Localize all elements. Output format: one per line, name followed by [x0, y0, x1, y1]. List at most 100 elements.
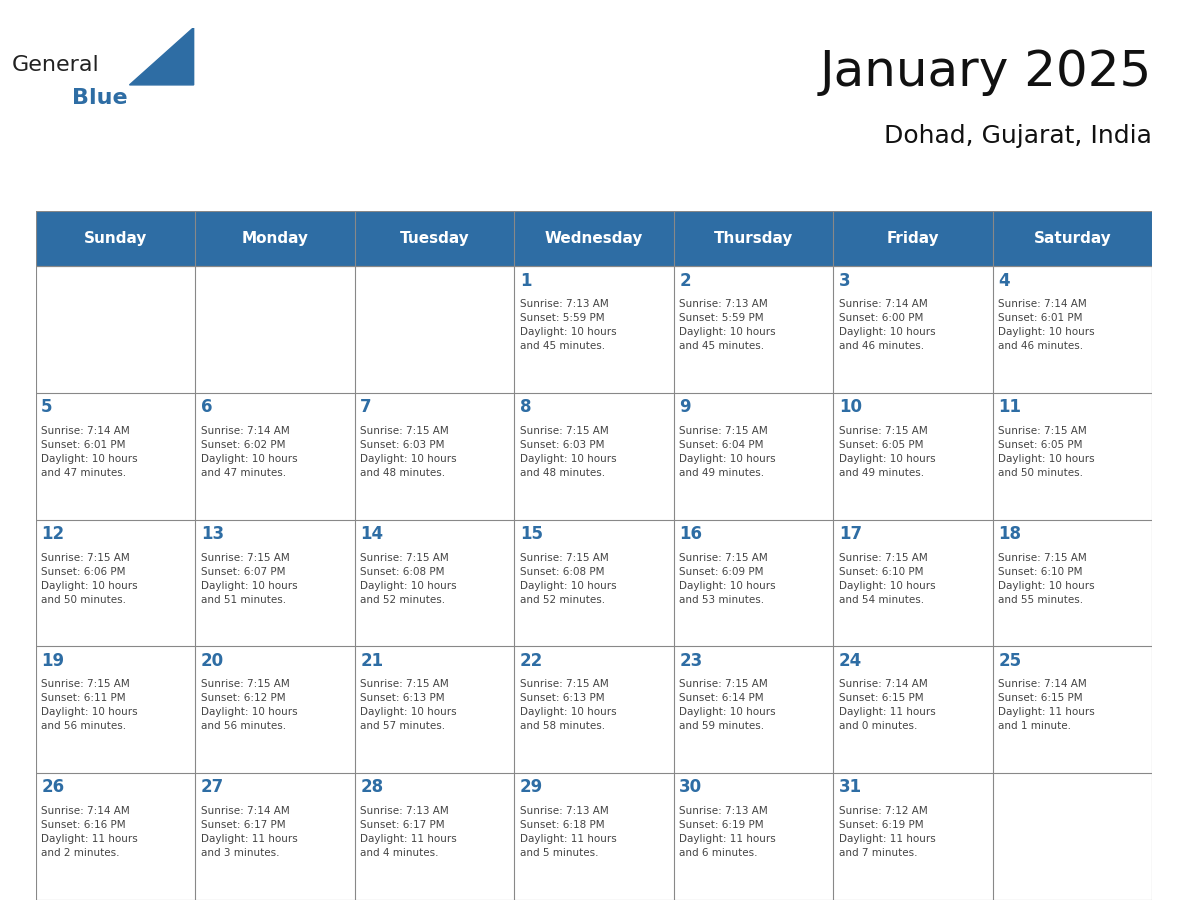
- FancyBboxPatch shape: [993, 266, 1152, 393]
- FancyBboxPatch shape: [36, 646, 195, 773]
- Text: 14: 14: [360, 525, 384, 543]
- Text: Sunrise: 7:15 AM
Sunset: 6:07 PM
Daylight: 10 hours
and 51 minutes.: Sunrise: 7:15 AM Sunset: 6:07 PM Dayligh…: [201, 553, 297, 605]
- FancyBboxPatch shape: [195, 266, 355, 393]
- Text: 9: 9: [680, 398, 691, 417]
- Text: Sunrise: 7:14 AM
Sunset: 6:01 PM
Daylight: 10 hours
and 47 minutes.: Sunrise: 7:14 AM Sunset: 6:01 PM Dayligh…: [42, 426, 138, 478]
- Text: Sunrise: 7:14 AM
Sunset: 6:02 PM
Daylight: 10 hours
and 47 minutes.: Sunrise: 7:14 AM Sunset: 6:02 PM Dayligh…: [201, 426, 297, 478]
- FancyBboxPatch shape: [195, 393, 355, 520]
- Text: 28: 28: [360, 778, 384, 797]
- FancyBboxPatch shape: [993, 393, 1152, 520]
- Text: Wednesday: Wednesday: [545, 231, 643, 246]
- Text: 17: 17: [839, 525, 862, 543]
- FancyBboxPatch shape: [195, 211, 355, 266]
- FancyBboxPatch shape: [355, 393, 514, 520]
- FancyBboxPatch shape: [195, 773, 355, 900]
- Text: Monday: Monday: [241, 231, 309, 246]
- FancyBboxPatch shape: [674, 773, 833, 900]
- Text: Sunrise: 7:15 AM
Sunset: 6:04 PM
Daylight: 10 hours
and 49 minutes.: Sunrise: 7:15 AM Sunset: 6:04 PM Dayligh…: [680, 426, 776, 478]
- Text: 18: 18: [998, 525, 1022, 543]
- FancyBboxPatch shape: [355, 520, 514, 646]
- FancyBboxPatch shape: [674, 646, 833, 773]
- Text: Sunrise: 7:14 AM
Sunset: 6:17 PM
Daylight: 11 hours
and 3 minutes.: Sunrise: 7:14 AM Sunset: 6:17 PM Dayligh…: [201, 806, 297, 858]
- Text: 8: 8: [520, 398, 531, 417]
- FancyBboxPatch shape: [355, 773, 514, 900]
- Text: Sunrise: 7:14 AM
Sunset: 6:00 PM
Daylight: 10 hours
and 46 minutes.: Sunrise: 7:14 AM Sunset: 6:00 PM Dayligh…: [839, 299, 935, 352]
- Text: Sunrise: 7:13 AM
Sunset: 5:59 PM
Daylight: 10 hours
and 45 minutes.: Sunrise: 7:13 AM Sunset: 5:59 PM Dayligh…: [680, 299, 776, 352]
- Text: Sunrise: 7:15 AM
Sunset: 6:06 PM
Daylight: 10 hours
and 50 minutes.: Sunrise: 7:15 AM Sunset: 6:06 PM Dayligh…: [42, 553, 138, 605]
- Text: 3: 3: [839, 272, 851, 290]
- Text: 10: 10: [839, 398, 861, 417]
- Text: 27: 27: [201, 778, 225, 797]
- FancyBboxPatch shape: [674, 393, 833, 520]
- Text: Sunrise: 7:14 AM
Sunset: 6:16 PM
Daylight: 11 hours
and 2 minutes.: Sunrise: 7:14 AM Sunset: 6:16 PM Dayligh…: [42, 806, 138, 858]
- Text: 1: 1: [520, 272, 531, 290]
- Text: 20: 20: [201, 652, 223, 670]
- Text: 12: 12: [42, 525, 64, 543]
- Text: 19: 19: [42, 652, 64, 670]
- Text: Sunrise: 7:12 AM
Sunset: 6:19 PM
Daylight: 11 hours
and 7 minutes.: Sunrise: 7:12 AM Sunset: 6:19 PM Dayligh…: [839, 806, 936, 858]
- Text: 5: 5: [42, 398, 52, 417]
- Text: 11: 11: [998, 398, 1022, 417]
- FancyBboxPatch shape: [833, 646, 993, 773]
- Text: Sunrise: 7:15 AM
Sunset: 6:12 PM
Daylight: 10 hours
and 56 minutes.: Sunrise: 7:15 AM Sunset: 6:12 PM Dayligh…: [201, 679, 297, 732]
- FancyBboxPatch shape: [674, 266, 833, 393]
- Polygon shape: [129, 28, 194, 85]
- Text: Sunrise: 7:15 AM
Sunset: 6:03 PM
Daylight: 10 hours
and 48 minutes.: Sunrise: 7:15 AM Sunset: 6:03 PM Dayligh…: [520, 426, 617, 478]
- Text: Sunrise: 7:15 AM
Sunset: 6:13 PM
Daylight: 10 hours
and 57 minutes.: Sunrise: 7:15 AM Sunset: 6:13 PM Dayligh…: [360, 679, 457, 732]
- Text: Sunrise: 7:15 AM
Sunset: 6:11 PM
Daylight: 10 hours
and 56 minutes.: Sunrise: 7:15 AM Sunset: 6:11 PM Dayligh…: [42, 679, 138, 732]
- FancyBboxPatch shape: [36, 773, 195, 900]
- Text: Sunrise: 7:13 AM
Sunset: 6:18 PM
Daylight: 11 hours
and 5 minutes.: Sunrise: 7:13 AM Sunset: 6:18 PM Dayligh…: [520, 806, 617, 858]
- FancyBboxPatch shape: [36, 520, 195, 646]
- Text: Sunrise: 7:15 AM
Sunset: 6:08 PM
Daylight: 10 hours
and 52 minutes.: Sunrise: 7:15 AM Sunset: 6:08 PM Dayligh…: [360, 553, 457, 605]
- FancyBboxPatch shape: [993, 211, 1152, 266]
- Text: Sunrise: 7:15 AM
Sunset: 6:09 PM
Daylight: 10 hours
and 53 minutes.: Sunrise: 7:15 AM Sunset: 6:09 PM Dayligh…: [680, 553, 776, 605]
- Text: Saturday: Saturday: [1034, 231, 1112, 246]
- Text: January 2025: January 2025: [820, 48, 1152, 96]
- Text: Sunrise: 7:15 AM
Sunset: 6:14 PM
Daylight: 10 hours
and 59 minutes.: Sunrise: 7:15 AM Sunset: 6:14 PM Dayligh…: [680, 679, 776, 732]
- Text: 21: 21: [360, 652, 384, 670]
- Text: 16: 16: [680, 525, 702, 543]
- Text: 24: 24: [839, 652, 862, 670]
- Text: Sunrise: 7:13 AM
Sunset: 6:19 PM
Daylight: 11 hours
and 6 minutes.: Sunrise: 7:13 AM Sunset: 6:19 PM Dayligh…: [680, 806, 776, 858]
- Text: Friday: Friday: [886, 231, 940, 246]
- FancyBboxPatch shape: [195, 646, 355, 773]
- Text: 29: 29: [520, 778, 543, 797]
- Text: Sunrise: 7:15 AM
Sunset: 6:10 PM
Daylight: 10 hours
and 55 minutes.: Sunrise: 7:15 AM Sunset: 6:10 PM Dayligh…: [998, 553, 1095, 605]
- FancyBboxPatch shape: [514, 520, 674, 646]
- Text: Sunrise: 7:14 AM
Sunset: 6:15 PM
Daylight: 11 hours
and 1 minute.: Sunrise: 7:14 AM Sunset: 6:15 PM Dayligh…: [998, 679, 1095, 732]
- Text: 22: 22: [520, 652, 543, 670]
- Text: 23: 23: [680, 652, 702, 670]
- Text: 7: 7: [360, 398, 372, 417]
- Text: Thursday: Thursday: [714, 231, 794, 246]
- Text: Blue: Blue: [71, 88, 127, 107]
- FancyBboxPatch shape: [514, 266, 674, 393]
- FancyBboxPatch shape: [833, 393, 993, 520]
- Text: Sunrise: 7:15 AM
Sunset: 6:05 PM
Daylight: 10 hours
and 50 minutes.: Sunrise: 7:15 AM Sunset: 6:05 PM Dayligh…: [998, 426, 1095, 478]
- FancyBboxPatch shape: [514, 773, 674, 900]
- Text: 4: 4: [998, 272, 1010, 290]
- FancyBboxPatch shape: [514, 211, 674, 266]
- Text: 6: 6: [201, 398, 213, 417]
- FancyBboxPatch shape: [195, 520, 355, 646]
- Text: Sunrise: 7:15 AM
Sunset: 6:10 PM
Daylight: 10 hours
and 54 minutes.: Sunrise: 7:15 AM Sunset: 6:10 PM Dayligh…: [839, 553, 935, 605]
- Text: Sunrise: 7:13 AM
Sunset: 6:17 PM
Daylight: 11 hours
and 4 minutes.: Sunrise: 7:13 AM Sunset: 6:17 PM Dayligh…: [360, 806, 457, 858]
- FancyBboxPatch shape: [355, 646, 514, 773]
- FancyBboxPatch shape: [355, 266, 514, 393]
- Text: Sunrise: 7:13 AM
Sunset: 5:59 PM
Daylight: 10 hours
and 45 minutes.: Sunrise: 7:13 AM Sunset: 5:59 PM Dayligh…: [520, 299, 617, 352]
- FancyBboxPatch shape: [993, 520, 1152, 646]
- Text: Dohad, Gujarat, India: Dohad, Gujarat, India: [885, 124, 1152, 148]
- FancyBboxPatch shape: [674, 211, 833, 266]
- Text: Sunrise: 7:15 AM
Sunset: 6:05 PM
Daylight: 10 hours
and 49 minutes.: Sunrise: 7:15 AM Sunset: 6:05 PM Dayligh…: [839, 426, 935, 478]
- FancyBboxPatch shape: [833, 211, 993, 266]
- Text: 13: 13: [201, 525, 223, 543]
- Text: Tuesday: Tuesday: [399, 231, 469, 246]
- Text: 30: 30: [680, 778, 702, 797]
- Text: 2: 2: [680, 272, 691, 290]
- FancyBboxPatch shape: [36, 393, 195, 520]
- Text: Sunrise: 7:14 AM
Sunset: 6:15 PM
Daylight: 11 hours
and 0 minutes.: Sunrise: 7:14 AM Sunset: 6:15 PM Dayligh…: [839, 679, 936, 732]
- FancyBboxPatch shape: [833, 773, 993, 900]
- FancyBboxPatch shape: [514, 646, 674, 773]
- Text: Sunrise: 7:15 AM
Sunset: 6:13 PM
Daylight: 10 hours
and 58 minutes.: Sunrise: 7:15 AM Sunset: 6:13 PM Dayligh…: [520, 679, 617, 732]
- FancyBboxPatch shape: [833, 266, 993, 393]
- FancyBboxPatch shape: [833, 520, 993, 646]
